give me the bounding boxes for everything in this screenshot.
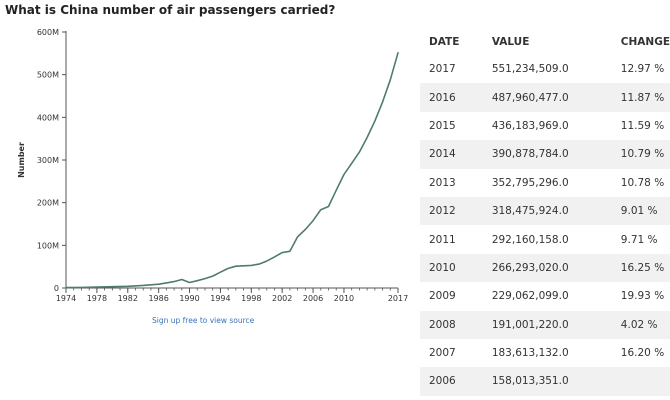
value-cell: 158,013,351.0 (482, 367, 612, 396)
date-cell: 2015 (429, 119, 456, 132)
view-source-link[interactable]: Sign up free to view source (152, 316, 255, 325)
value-cell: 292,160,158.0 (491, 233, 569, 246)
change-cell: 11.59 % (620, 119, 665, 132)
x-tick-label: 1978 (87, 294, 107, 303)
axes (65, 31, 398, 289)
date-cell: 2011 (429, 233, 456, 246)
value-cell: 266,293,020.0 (482, 253, 612, 283)
change-cell (611, 367, 670, 396)
x-tick-label: 2002 (272, 294, 292, 303)
y-tick-label: 400M (37, 113, 59, 122)
change-cell: 16.25 % (611, 253, 670, 283)
change-cell: 10.78 % (620, 176, 665, 189)
table-row: 2015 436,183,969.0 11.59 % (420, 112, 670, 140)
table-header-row: DATE VALUE CHANGE (420, 28, 670, 55)
date-cell: 2017 (429, 63, 456, 76)
table-row: 2011 292,160,158.0 9.71 % (420, 225, 670, 253)
x-tick-label: 2006 (303, 294, 323, 303)
date-cell: 2006 (420, 367, 483, 396)
y-axis: 0 100M 200M 300M 400M 500M 600M (37, 28, 66, 293)
change-cell: 9.01 % (611, 196, 670, 226)
date-column-header[interactable]: DATE (429, 35, 460, 48)
date-cell: 2009 (429, 290, 456, 303)
date-cell: 2016 (420, 83, 483, 112)
x-tick-label: 1974 (56, 294, 76, 303)
change-column-header[interactable]: CHANGE (620, 35, 670, 48)
table-row: 2013 352,795,296.0 10.78 % (420, 169, 670, 197)
y-tick-label: 0 (54, 284, 59, 293)
y-tick-label: 100M (37, 241, 59, 250)
table-row: 2007 183,613,132.0 16.20 % (420, 339, 670, 367)
x-tick-label: 1982 (118, 294, 138, 303)
table-row: 2012 318,475,924.0 9.01 % (420, 196, 670, 226)
x-tick-label: 1986 (148, 294, 168, 303)
date-cell: 2013 (429, 176, 456, 189)
date-cell: 2014 (420, 140, 483, 169)
value-cell: 390,878,784.0 (482, 140, 612, 169)
table-row: 2009 229,062,099.0 19.93 % (420, 282, 670, 310)
y-tick-label: 300M (37, 156, 59, 165)
change-cell: 12.97 % (620, 63, 665, 76)
change-cell: 9.71 % (620, 233, 658, 246)
x-tick-label: 1990 (179, 294, 199, 303)
date-cell: 2012 (420, 196, 483, 226)
date-cell: 2008 (420, 310, 483, 339)
y-axis-label: Number (17, 142, 26, 178)
x-tick-label: 1998 (241, 294, 261, 303)
change-cell: 10.79 % (611, 140, 670, 169)
x-tick-label: 2017 (388, 294, 408, 303)
date-cell: 2010 (420, 253, 483, 283)
value-cell: 318,475,924.0 (482, 196, 612, 226)
table-row: 2006 158,013,351.0 (420, 367, 670, 396)
series-line (65, 51, 399, 289)
table-row: 2016 487,960,477.0 11.87 % (420, 83, 670, 112)
data-table: DATE VALUE CHANGE 2017 551,234,509.0 12.… (420, 28, 670, 396)
date-cell: 2007 (429, 347, 456, 360)
table-row: 2010 266,293,020.0 16.25 % (420, 253, 670, 283)
x-tick-label: 1994 (210, 294, 230, 303)
x-axis: 1974 1978 1982 1986 1990 1994 1998 2002 2006 2010… (56, 288, 408, 303)
x-tick-label: 2010 (334, 294, 354, 303)
change-cell: 11.87 % (611, 83, 670, 112)
value-cell: 183,613,132.0 (491, 347, 569, 360)
chart-title: What is China number of air passengers c… (5, 3, 336, 17)
y-tick-label: 500M (37, 71, 59, 80)
series-group (65, 51, 399, 289)
value-cell: 191,001,220.0 (482, 310, 612, 339)
value-cell: 436,183,969.0 (491, 119, 569, 132)
value-cell: 229,062,099.0 (491, 290, 569, 303)
change-cell: 4.02 % (611, 310, 670, 339)
table-row: 2017 551,234,509.0 12.97 % (420, 55, 670, 83)
value-cell: 487,960,477.0 (482, 83, 612, 112)
y-tick-label: 200M (37, 199, 59, 208)
value-cell: 551,234,509.0 (491, 63, 569, 76)
y-tick-label: 600M (37, 28, 59, 37)
table-row: 2014 390,878,784.0 10.79 % (420, 140, 670, 169)
change-cell: 16.20 % (620, 347, 665, 360)
value-column-header[interactable]: VALUE (491, 35, 530, 48)
change-cell: 19.93 % (620, 290, 665, 303)
value-cell: 352,795,296.0 (491, 176, 569, 189)
table-row: 2008 191,001,220.0 4.02 % (420, 310, 670, 339)
